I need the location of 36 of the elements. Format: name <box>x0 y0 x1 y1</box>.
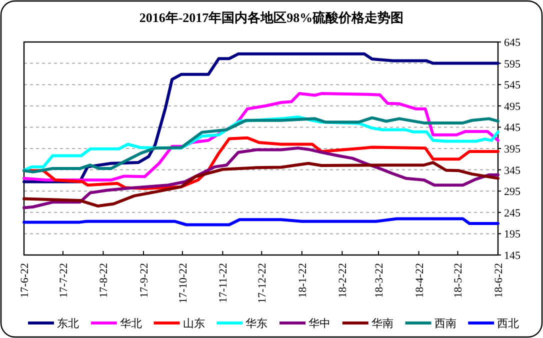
x-tick-label: 17-9-22 <box>138 263 150 298</box>
line-series <box>22 146 500 210</box>
x-tick-label: 17-6-22 <box>19 263 31 298</box>
x-tick-label: 18-1-22 <box>296 263 309 298</box>
line-series <box>22 161 500 208</box>
x-tick-label: 18-6-22 <box>493 263 505 298</box>
y-tick-label: 495 <box>504 100 521 113</box>
y-tick-label: 645 <box>504 37 521 49</box>
y-tick-label: 145 <box>504 250 521 262</box>
y-tick-label: 595 <box>504 58 521 70</box>
x-tick-label: 18-4-22 <box>414 263 426 298</box>
x-tick-label: 17-11-22 <box>218 263 230 303</box>
x-tick-label: 17-12-22 <box>256 263 269 304</box>
x-tick-label: 17-10-22 <box>177 263 190 304</box>
legend-label: 华北 <box>120 317 142 330</box>
legend-label: 西北 <box>497 317 520 330</box>
x-tick-label: 18-5-22 <box>452 263 465 298</box>
x-tick-label: 17-8-22 <box>98 263 110 298</box>
y-tick-label: 445 <box>504 122 521 134</box>
legend-label: 华中 <box>308 317 330 330</box>
y-tick-label: 545 <box>504 80 521 92</box>
x-tick-label: 18-3-22 <box>374 263 386 298</box>
legend-label: 华南 <box>371 317 394 330</box>
chart-title: 2016年-2017年国内各地区98%硫酸价格走势图 <box>139 10 404 25</box>
x-tick-label: 17-7-22 <box>58 263 70 298</box>
y-tick-label: 295 <box>504 186 521 198</box>
legend-label: 西南 <box>434 317 456 330</box>
legend-label: 东北 <box>57 317 79 330</box>
x-tick-label: 18-2-22 <box>337 263 350 298</box>
y-tick-label: 395 <box>504 144 521 156</box>
legend-label: 山东 <box>182 317 205 330</box>
y-tick-label: 245 <box>504 207 521 220</box>
legend-label: 华东 <box>246 317 268 330</box>
y-tick-label: 345 <box>504 164 521 177</box>
line-series <box>22 52 500 184</box>
y-tick-label: 195 <box>504 228 521 241</box>
